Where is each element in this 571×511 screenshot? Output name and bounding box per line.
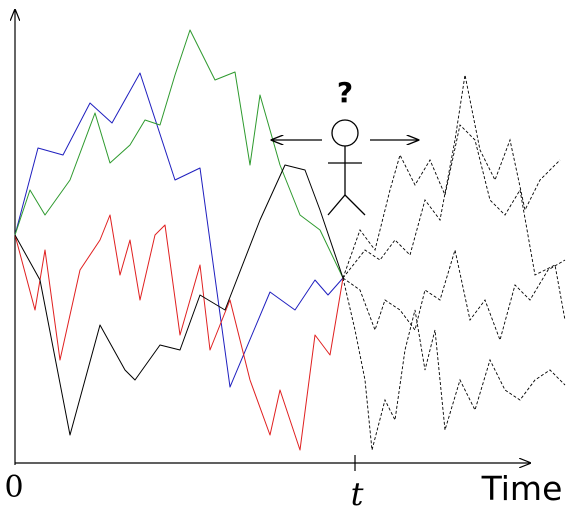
path-green [14, 29, 344, 279]
origin-label: 0 [4, 470, 23, 505]
time-marker-label: t [351, 475, 364, 511]
axis-label: Time [481, 469, 563, 508]
future-path [342, 277, 566, 451]
person-legs [327, 194, 366, 216]
question-mark: ? [337, 76, 353, 109]
future-path [342, 74, 561, 279]
path-red [14, 214, 344, 451]
path-black [14, 164, 344, 436]
person-head [331, 119, 359, 147]
future-path [342, 249, 566, 342]
path-blue [14, 72, 344, 388]
future-path [342, 124, 566, 321]
